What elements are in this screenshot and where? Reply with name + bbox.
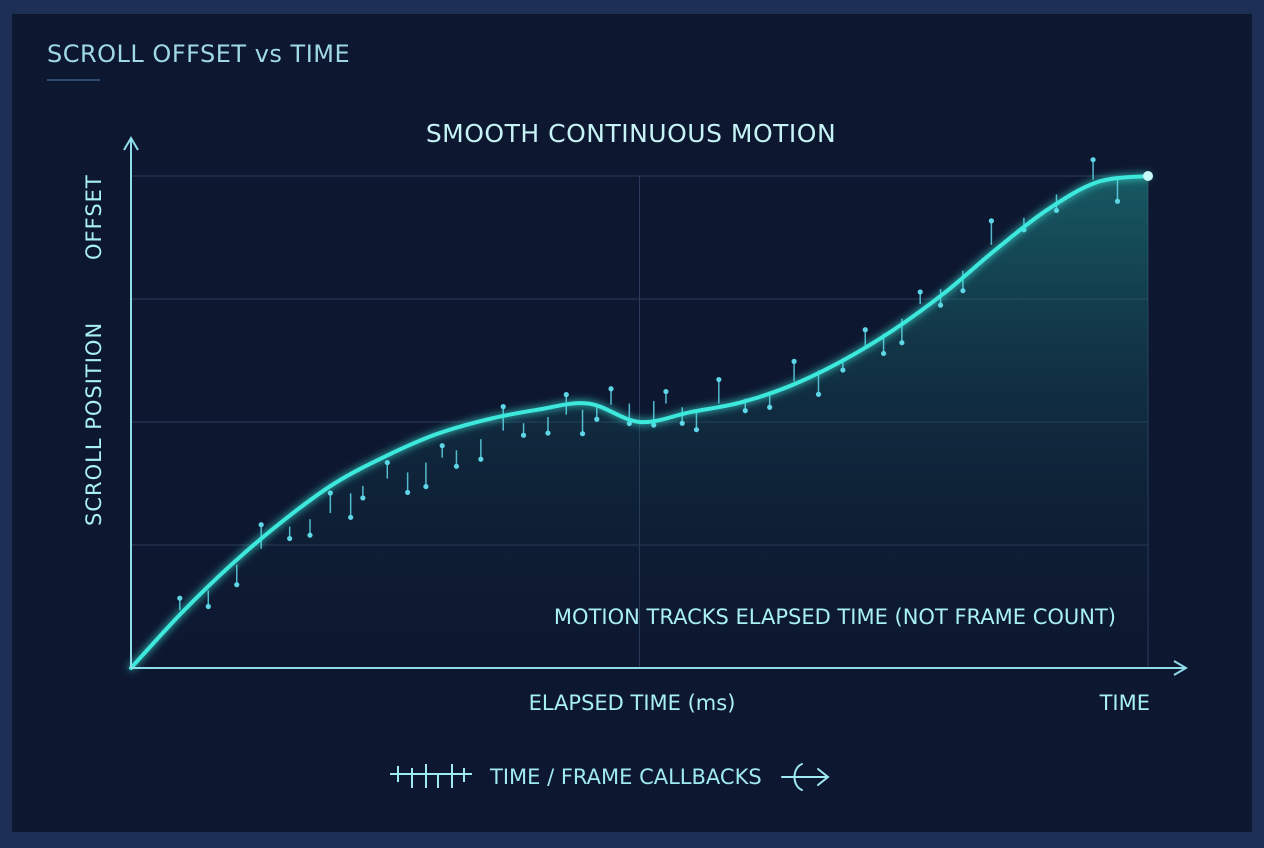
- frame-callback-marker: [439, 443, 445, 458]
- frame-callback-dot: [258, 522, 264, 528]
- frame-callback-dot: [500, 404, 506, 410]
- frame-callback-dot: [360, 495, 366, 501]
- frame-callback-marker: [716, 376, 722, 404]
- chart-title: SMOOTH CONTINUOUS MOTION: [426, 119, 836, 148]
- frame-callback-dot: [716, 376, 722, 383]
- frame-callback-dot: [423, 483, 429, 490]
- frame-callback-dot: [1114, 198, 1121, 204]
- frame-callback-dot: [594, 416, 600, 422]
- frame-callback-dot: [693, 427, 700, 433]
- frame-callback-dot: [767, 404, 773, 410]
- frame-callback-marker: [545, 417, 551, 436]
- frame-callback-marker: [862, 327, 868, 346]
- title-underline: [47, 79, 100, 81]
- frame-callback-dot: [563, 392, 569, 398]
- frame-callback-marker: [579, 409, 586, 437]
- frame-callback-marker: [626, 403, 632, 427]
- frame-callback-marker: [348, 493, 354, 520]
- frame-callback-marker: [500, 404, 506, 431]
- frame-callback-marker: [453, 450, 460, 469]
- frame-callback-marker: [360, 485, 366, 501]
- curve-end-point: [1143, 171, 1153, 181]
- axes: [123, 136, 1188, 676]
- frame-callback-marker: [988, 218, 994, 245]
- frame-callback-dot: [520, 432, 527, 438]
- frame-callback-marker: [177, 595, 183, 611]
- frame-callback-dot: [348, 514, 354, 520]
- frame-callback-dot: [384, 459, 390, 466]
- y-axis-label: SCROLL POSITION: [82, 322, 106, 526]
- frame-callback-dot: [327, 490, 333, 496]
- frame-callback-dot: [960, 288, 966, 294]
- x-axis-arrow: [1173, 660, 1188, 676]
- frame-callback-marker: [287, 526, 293, 542]
- frame-callback-dot: [1053, 207, 1060, 214]
- frame-callback-marker: [327, 490, 333, 514]
- frame-callback-dot: [307, 532, 313, 538]
- y-axis-end-label: OFFSET: [82, 174, 106, 260]
- frame-callback-dot: [679, 420, 685, 426]
- frame-callback-marker: [791, 358, 797, 382]
- frame-callback-dot: [234, 582, 240, 588]
- frame-callback-marker: [608, 386, 614, 405]
- frame-callback-marker: [960, 270, 966, 294]
- frame-callback-marker: [307, 519, 313, 538]
- frame-callback-dot: [205, 603, 211, 610]
- frame-callback-dot: [177, 595, 183, 601]
- frame-callback-marker: [1114, 177, 1121, 204]
- frame-callback-dot: [663, 388, 669, 395]
- frame-callback-dot: [608, 386, 614, 392]
- annotation: MOTION TRACKS ELAPSED TIME (NOT FRAME CO…: [554, 605, 1116, 629]
- frame-callback-marker: [423, 462, 429, 490]
- frame-callback-dot: [1090, 157, 1096, 163]
- frame-callback-marker: [651, 401, 657, 428]
- frame-callback-dot: [439, 443, 445, 449]
- frame-callback-marker: [663, 388, 669, 404]
- frame-callback-marker: [205, 590, 211, 610]
- frame-callback-marker: [917, 289, 923, 304]
- frame-callback-dot: [453, 463, 460, 469]
- frame-callback-marker: [594, 407, 600, 422]
- frame-callback-dot: [937, 302, 944, 308]
- frame-callback-dot: [478, 456, 484, 462]
- arrow-right-icon: [780, 763, 830, 791]
- x-axis-label: ELAPSED TIME (ms): [529, 691, 736, 715]
- frame-callback-marker: [384, 459, 390, 479]
- frame-callback-dot: [545, 430, 551, 436]
- frame-callback-dot: [287, 535, 293, 542]
- frame-callback-dot: [791, 358, 797, 365]
- frame-callback-dot: [405, 489, 411, 496]
- frame-callback-dot: [862, 327, 868, 333]
- frame-callback-dot: [815, 391, 822, 397]
- frame-callback-marker: [520, 423, 527, 438]
- frame-callback-marker: [1090, 157, 1096, 180]
- legend: TIME / FRAME CALLBACKS: [388, 760, 832, 794]
- panel-title: SCROLL OFFSET vs TIME: [47, 40, 351, 68]
- frame-callbacks-icon: [390, 764, 472, 788]
- y-axis-arrow: [123, 136, 139, 151]
- frame-callback-dot: [651, 422, 657, 428]
- frame-callback-dot: [742, 408, 748, 414]
- frame-callback-dot: [579, 431, 586, 437]
- legend-label: TIME / FRAME CALLBACKS: [490, 765, 762, 789]
- frame-callback-dot: [880, 350, 887, 357]
- offset-curve: [129, 174, 1150, 670]
- frame-callback-marker: [478, 439, 484, 462]
- frame-callback-marker: [405, 472, 411, 496]
- frame-callback-dot: [917, 289, 923, 295]
- frame-callback-dot: [988, 218, 994, 224]
- frame-callback-marker: [234, 564, 240, 588]
- frame-callback-dot: [626, 420, 632, 427]
- x-axis-end-label: TIME: [1099, 691, 1150, 715]
- frame-callback-dot: [840, 367, 846, 373]
- frame-callback-dot: [899, 340, 905, 346]
